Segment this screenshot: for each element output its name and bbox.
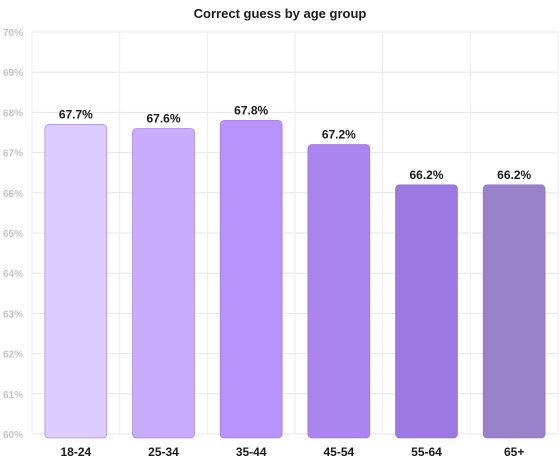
- y-tick-label: 66%: [3, 189, 23, 200]
- y-tick-label: 60%: [3, 430, 23, 441]
- bar: [44, 124, 108, 439]
- data-label: 67.8%: [234, 103, 268, 117]
- y-tick-label: 62%: [3, 350, 23, 361]
- y-tick-label: 63%: [3, 309, 23, 320]
- data-label: 66.2%: [497, 168, 531, 182]
- y-tick-label: 68%: [3, 108, 23, 119]
- x-tick-label: 45-54: [323, 445, 354, 459]
- data-label: 67.2%: [322, 128, 356, 142]
- y-tick-label: 70%: [3, 28, 23, 39]
- y-tick-label: 67%: [3, 149, 23, 160]
- bar: [482, 184, 546, 439]
- x-axis-ticks: 18-24 25-34 35-44 45-54 55-64 65+: [60, 445, 524, 459]
- y-tick-label: 69%: [3, 68, 23, 79]
- y-tick-label: 65%: [3, 229, 23, 240]
- x-tick-label: 25-34: [148, 445, 179, 459]
- bar: [219, 120, 283, 439]
- bar: [395, 184, 458, 439]
- bars: [44, 120, 546, 439]
- bar: [132, 128, 195, 439]
- data-label: 66.2%: [409, 168, 443, 182]
- data-label: 67.6%: [146, 111, 180, 125]
- x-tick-label: 35-44: [236, 445, 267, 459]
- x-tick-label: 18-24: [60, 445, 91, 459]
- chart-title: Correct guess by age group: [193, 6, 367, 21]
- y-tick-label: 61%: [3, 390, 23, 401]
- x-tick-label: 65+: [504, 445, 524, 459]
- grid-lines: [31, 31, 559, 435]
- bar: [307, 144, 371, 439]
- y-axis-ticks: 60% 61% 62% 63% 64% 65% 66% 67% 68% 69% 70%: [3, 28, 23, 441]
- x-tick-label: 55-64: [411, 445, 442, 459]
- data-labels: 67.7% 67.6% 67.8% 67.2% 66.2% 66.2%: [59, 103, 532, 181]
- data-label: 67.7%: [59, 107, 93, 121]
- y-tick-label: 64%: [3, 269, 23, 280]
